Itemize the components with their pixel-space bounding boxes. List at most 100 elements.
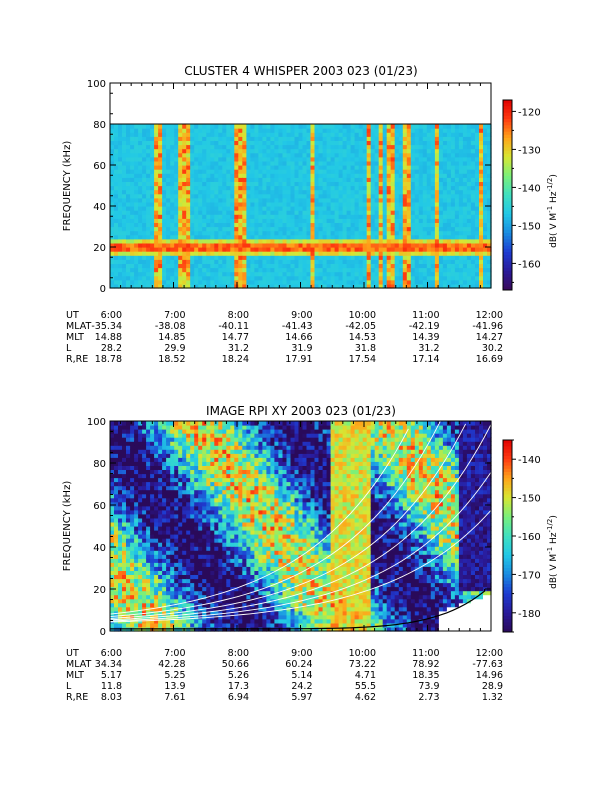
spectrogram-cell <box>170 234 175 240</box>
spectrogram-cell <box>270 226 275 232</box>
spectrogram-cell <box>186 169 191 174</box>
spectrogram-cell <box>170 156 175 162</box>
spectrogram-cell <box>114 526 119 531</box>
spectrogram-cell <box>294 165 300 170</box>
spectrogram-cell <box>250 169 255 174</box>
spectrogram-cell <box>278 255 283 260</box>
spectrogram-cell <box>414 128 420 133</box>
spectrogram-cell <box>378 193 384 199</box>
spectrogram-cell <box>346 267 352 273</box>
spectrogram-cell <box>254 242 259 248</box>
spectrogram-cell <box>110 562 115 567</box>
spectrogram-cell <box>198 263 203 269</box>
spectrogram-cell <box>166 238 171 244</box>
spectrogram-cell <box>318 279 324 285</box>
spectrogram-cell <box>258 136 263 141</box>
spectrogram-cell <box>274 156 279 162</box>
spectrogram-cell <box>110 169 115 174</box>
spectrogram-cell <box>362 234 368 240</box>
spectrogram-cell <box>146 437 151 442</box>
spectrogram-cell <box>454 144 460 150</box>
spectrogram-cell <box>142 526 147 531</box>
spectrogram-cell <box>118 586 123 592</box>
colorbar-label-part: Hz <box>549 191 559 206</box>
spectrogram-cell <box>330 177 336 182</box>
spectrogram-cell <box>374 222 380 228</box>
spectrogram-cell <box>274 267 279 273</box>
spectrogram-cell <box>290 238 296 244</box>
spectrogram-cell <box>470 263 476 269</box>
spectrogram-cell <box>330 226 336 232</box>
spectrogram-cell <box>114 534 119 539</box>
spectrogram-cell <box>130 283 135 289</box>
spectrogram-cell <box>370 226 376 232</box>
spectrogram-cell <box>282 279 288 285</box>
spectrogram-cell <box>394 206 400 211</box>
spectrogram-cell <box>130 124 135 129</box>
spectrogram-cell <box>122 136 127 141</box>
spectrogram-cell <box>178 574 183 580</box>
spectrogram-cell <box>126 425 131 430</box>
spectrogram-cell <box>234 156 239 162</box>
spectrogram-cell <box>170 247 175 252</box>
spectrogram-cell <box>330 144 336 150</box>
spectrogram-cell <box>158 124 163 129</box>
spectrogram-cell <box>146 193 151 199</box>
spectrogram-cell <box>114 538 119 543</box>
spectrogram-cell <box>446 156 452 162</box>
spectrogram-cell <box>166 185 171 191</box>
spectrogram-cell <box>270 218 275 223</box>
spectrogram-cell <box>487 156 492 162</box>
spectrogram-cell <box>462 152 468 158</box>
spectrogram-cell <box>130 226 135 232</box>
spectrogram-cell <box>479 279 484 285</box>
spectrogram-cell <box>470 247 476 252</box>
spectrogram-cell <box>166 271 171 277</box>
spectrogram-cell <box>122 234 127 240</box>
spectrogram-cell <box>126 169 131 174</box>
spectrogram-cell <box>210 128 215 133</box>
spectrogram-cell <box>338 160 344 166</box>
spectrogram-cell <box>206 206 211 211</box>
spectrogram-cell <box>190 206 195 211</box>
spectrogram-cell <box>186 210 191 215</box>
spectrogram-cell <box>162 550 167 555</box>
spectrogram-cell <box>238 279 243 285</box>
spectrogram-cell <box>366 169 372 174</box>
spectrogram-cell <box>226 185 231 191</box>
spectrogram-cell <box>350 156 356 162</box>
spectrogram-cell <box>186 140 191 146</box>
spectrogram-cell <box>150 534 155 539</box>
spectrogram-cell <box>142 517 147 523</box>
spectrogram-cell <box>170 255 175 260</box>
spectrogram-cell <box>338 218 344 223</box>
spectrogram-cell <box>302 189 308 195</box>
spectrogram-cell <box>394 152 400 158</box>
spectrogram-cell <box>214 222 219 228</box>
spectrogram-cell <box>218 132 223 137</box>
colorbar-swatch <box>503 131 512 136</box>
spectrogram-cell <box>174 226 179 232</box>
spectrogram-cell <box>282 160 288 166</box>
spectrogram-cell <box>475 242 480 248</box>
spectrogram-cell <box>310 218 316 223</box>
spectrogram-cell <box>438 156 444 162</box>
spectrogram-cell <box>358 242 364 248</box>
spectrogram-cell <box>198 185 203 191</box>
spectrogram-cell <box>410 259 416 264</box>
spectrogram-cell <box>354 181 360 187</box>
spectrogram-cell <box>306 267 312 273</box>
spectrogram-cell <box>158 206 163 211</box>
spectrogram-cell <box>246 238 251 244</box>
spectrogram-cell <box>410 165 416 170</box>
spectrogram-cell <box>174 206 179 211</box>
spectrogram-cell <box>334 173 340 178</box>
spectrogram-cell <box>354 185 360 191</box>
spectrogram-cell <box>130 144 135 150</box>
spectrogram-cell <box>134 271 139 277</box>
spectrogram-cell <box>266 279 271 285</box>
spectrogram-cell <box>146 148 151 154</box>
spectrogram-cell <box>142 461 147 466</box>
spectrogram-cell <box>382 197 388 203</box>
spectrogram-cell <box>290 247 296 252</box>
